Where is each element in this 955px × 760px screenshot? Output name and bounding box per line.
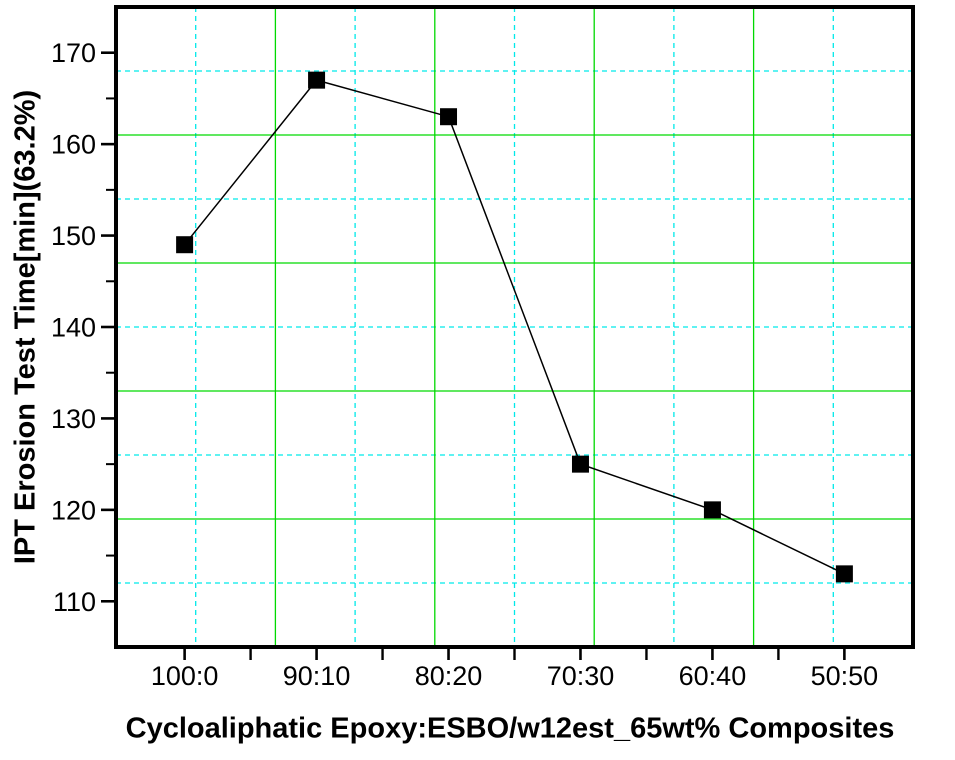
y-axis-tick-label: 110 xyxy=(53,587,96,617)
y-axis-tick-label: 130 xyxy=(51,404,96,434)
y-axis-title: IPT Erosion Test Time[min](63.2%) xyxy=(9,89,42,565)
plot-frame xyxy=(114,5,915,649)
data-line xyxy=(184,79,845,575)
data-point-marker xyxy=(308,71,326,89)
x-axis-tick-label: 100:0 xyxy=(151,661,219,691)
data-point-marker xyxy=(440,108,458,126)
x-axis-tick-label: 50:50 xyxy=(811,661,879,691)
y-axis-tick-label: 160 xyxy=(51,130,96,160)
y-axis-tick-label: 120 xyxy=(51,495,96,525)
y-axis-tick-label: 150 xyxy=(51,221,96,251)
data-point-marker xyxy=(176,236,194,254)
x-axis-tick-label: 70:30 xyxy=(547,661,615,691)
data-point-marker xyxy=(835,565,853,583)
x-axis-tick-label: 90:10 xyxy=(283,661,351,691)
data-point-marker xyxy=(571,455,589,473)
y-axis-tick-label: 140 xyxy=(51,313,96,343)
y-axis-tick-label: 170 xyxy=(51,38,96,68)
x-axis-tick-label: 60:40 xyxy=(679,661,747,691)
x-axis-title: Cycloaliphatic Epoxy:ESBO/w12est_65wt% C… xyxy=(125,712,895,745)
data-point-marker xyxy=(703,501,721,519)
x-axis-tick-label: 80:20 xyxy=(415,661,483,691)
